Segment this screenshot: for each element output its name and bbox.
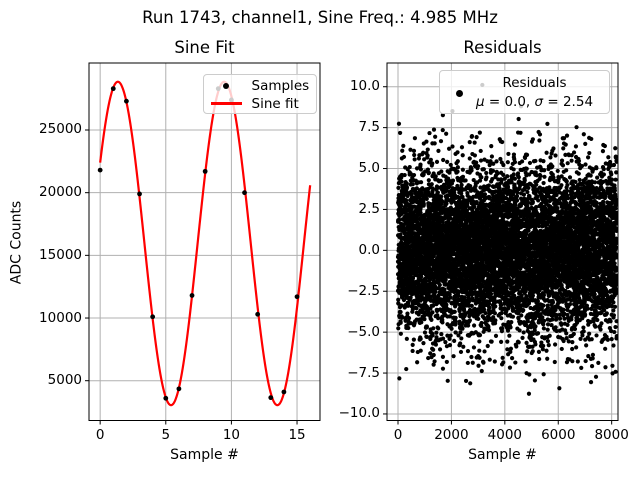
residuals-legend-text: Residuals μ = 0.0, σ = 2.54 xyxy=(466,74,604,112)
y-tick-label: 5.0 xyxy=(358,160,380,177)
y-tick-label: 2.5 xyxy=(358,200,380,217)
y-tick-label: 7.5 xyxy=(358,119,380,136)
legend-row-sine-fit: Sine fit xyxy=(210,95,312,113)
y-tick-label: −5.0 xyxy=(347,323,380,340)
residuals-marker-icon xyxy=(455,89,463,97)
x-tick-label: 8000 xyxy=(594,426,629,443)
residuals-legend: Residuals μ = 0.0, σ = 2.54 xyxy=(438,69,610,114)
y-tick-label: 5000 xyxy=(47,372,82,389)
sine-fit-plot-title: Sine Fit xyxy=(174,38,235,57)
y-tick-label: 10000 xyxy=(39,309,82,326)
residuals-plot-title: Residuals xyxy=(463,38,542,57)
x-tick-label: 4000 xyxy=(487,426,522,443)
sine-fit-line-icon xyxy=(210,102,243,105)
y-tick-label: −10.0 xyxy=(338,405,380,422)
y-tick-label: 15000 xyxy=(39,246,82,263)
legend-sine-fit-label: Sine fit xyxy=(251,95,299,112)
x-tick-label: 2000 xyxy=(434,426,469,443)
x-tick-label: 15 xyxy=(288,426,306,443)
x-tick-label: 0 xyxy=(95,426,105,443)
x-tick-label: 6000 xyxy=(541,426,576,443)
y-tick-label: 20000 xyxy=(39,184,82,201)
y-tick-label: −7.5 xyxy=(347,364,380,381)
sine-fit-legend: Samples Sine fit xyxy=(202,73,317,114)
legend-samples-label: Samples xyxy=(251,77,310,94)
x-tick-label: 10 xyxy=(222,426,240,443)
x-tick-label: 5 xyxy=(161,426,171,443)
figure-title: Run 1743, channel1, Sine Freq.: 4.985 MH… xyxy=(142,8,498,27)
x-tick-label: 0 xyxy=(393,426,403,443)
samples-marker-icon xyxy=(210,82,243,89)
y-tick-label: −2.5 xyxy=(347,282,380,299)
legend-stats-label: μ = 0.0, σ = 2.54 xyxy=(475,93,594,110)
left-x-axis-label: Sample # xyxy=(170,447,239,463)
right-x-axis-label: Sample # xyxy=(468,447,537,463)
legend-residuals-label: Residuals xyxy=(502,74,567,91)
y-tick-label: 10.0 xyxy=(349,78,380,95)
y-tick-label: 0.0 xyxy=(358,241,380,258)
legend-row-samples: Samples xyxy=(210,77,312,95)
y-tick-label: 25000 xyxy=(39,121,82,138)
